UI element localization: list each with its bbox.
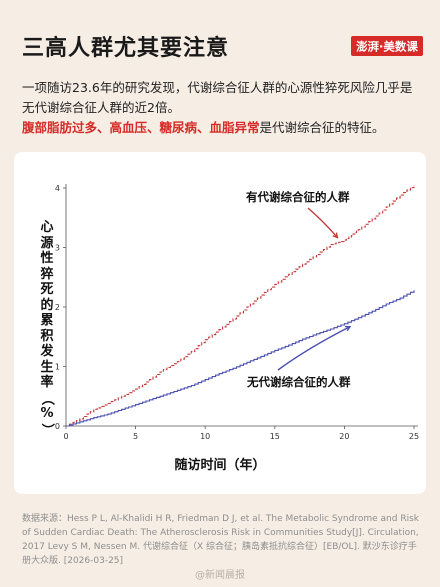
y-axis-label-char: ） bbox=[39, 422, 55, 436]
source-note: 数据来源：Hess P L, Al-Khalidi H R, Friedman … bbox=[22, 514, 419, 566]
chart-card: 0 1 2 3 4 0 5 10 15 20 25 有代谢综合征的人群 无代谢综合征的人群 心源性猝死… bbox=[14, 152, 426, 494]
y-tick-label: 1 bbox=[55, 363, 60, 372]
y-axis-label-char: 源 bbox=[40, 235, 54, 251]
x-tick-label: 5 bbox=[133, 432, 138, 441]
chart-axes: 0 1 2 3 4 0 5 10 15 20 25 bbox=[55, 184, 419, 441]
annotation-arrowhead bbox=[332, 232, 339, 239]
y-axis-label-char: 性 bbox=[40, 251, 54, 266]
y-axis-label-char: 生 bbox=[40, 359, 54, 375]
y-tick-label: 3 bbox=[55, 244, 60, 253]
y-axis-label-char: 死 bbox=[40, 282, 54, 297]
y-axis-label-char: 的 bbox=[40, 297, 54, 313]
x-tick-label: 0 bbox=[63, 432, 68, 441]
chart-series bbox=[66, 185, 415, 427]
intro-text: 一项随访23.6年的研究发现，代谢综合征人群的心源性猝死风险几乎是无代谢综合征人… bbox=[22, 78, 422, 138]
series-line-with-metabolic-syndrome bbox=[66, 185, 415, 427]
y-axis-label-char: 心 bbox=[40, 220, 54, 235]
annotation-arrowhead bbox=[344, 325, 352, 332]
intro-line-2: 腹部脂肪过多、高血压、糖尿病、血脂异常是代谢综合征的特征。 bbox=[22, 118, 422, 138]
x-tick-label: 10 bbox=[200, 432, 210, 441]
y-axis-label-char: % bbox=[40, 406, 54, 421]
y-tick-label: 0 bbox=[55, 422, 60, 431]
y-axis-label-char: 积 bbox=[40, 328, 54, 344]
y-tick-label: 4 bbox=[55, 184, 60, 193]
intro-highlight-suffix: 是代谢综合征的特征。 bbox=[259, 120, 385, 135]
y-axis-label: 心源性猝死的累积发生率（%） bbox=[36, 220, 58, 437]
y-tick-label: 2 bbox=[55, 303, 60, 312]
annotation-without-metabolic-syndrome: 无代谢综合征的人群 bbox=[246, 375, 351, 389]
annotation-with-metabolic-syndrome: 有代谢综合征的人群 bbox=[246, 190, 350, 204]
x-tick-label: 20 bbox=[339, 432, 349, 441]
x-axis-label: 随访时间（年） bbox=[174, 458, 266, 473]
y-axis-label-char: 发 bbox=[40, 344, 54, 359]
series-line-without-metabolic-syndrome bbox=[66, 290, 415, 427]
watermark: @新闻晨报 bbox=[195, 570, 245, 581]
y-axis-label-char: 累 bbox=[40, 313, 54, 328]
x-tick-label: 25 bbox=[409, 432, 419, 441]
brand-logo: 澎湃·美数课 bbox=[351, 36, 423, 56]
intro-line-1: 一项随访23.6年的研究发现，代谢综合征人群的心源性猝死风险几乎是无代谢综合征人… bbox=[22, 80, 413, 115]
y-axis-label-char: （ bbox=[39, 391, 55, 405]
annotation-arrow bbox=[277, 326, 351, 371]
logo-text: 澎湃·美数课 bbox=[356, 40, 418, 54]
x-tick-label: 15 bbox=[270, 432, 280, 441]
annotation-arrow bbox=[307, 207, 338, 239]
logo-background bbox=[351, 36, 423, 56]
intro-highlight: 腹部脂肪过多、高血压、糖尿病、血脂异常 bbox=[22, 120, 260, 135]
y-axis-label-char: 率 bbox=[40, 375, 54, 390]
page-title: 三高人群尤其要注意 bbox=[22, 36, 230, 61]
y-axis-label-char: 猝 bbox=[40, 266, 54, 282]
